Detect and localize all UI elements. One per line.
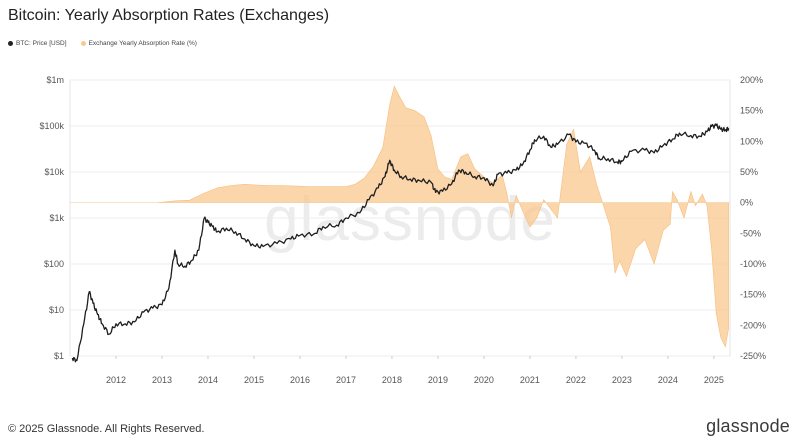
y-left-tick-label: $1 [54, 351, 64, 361]
x-tick-label: 2017 [336, 375, 356, 385]
x-tick-label: 2014 [198, 375, 218, 385]
absorption-rate-area [156, 85, 729, 348]
x-tick-label: 2012 [106, 375, 126, 385]
y-right-tick-label: -100% [740, 259, 766, 269]
brand-logo-text: glassnode [706, 416, 790, 436]
y-left-tick-label: $1k [49, 213, 64, 223]
x-tick-label: 2023 [612, 375, 632, 385]
x-tick-label: 2018 [382, 375, 402, 385]
y-right-tick-label: -200% [740, 320, 766, 330]
y-right-tick-label: 50% [740, 167, 758, 177]
x-tick-label: 2020 [474, 375, 494, 385]
copyright-text: © 2025 Glassnode. All Rights Reserved. [8, 423, 205, 435]
y-left-tick-label: $1m [46, 75, 64, 85]
y-left-tick-label: $10k [44, 167, 64, 177]
chart-title: Bitcoin: Yearly Absorption Rates (Exchan… [8, 7, 330, 24]
y-right-tick-label: 200% [740, 75, 763, 85]
y-left-tick-label: $100 [44, 259, 64, 269]
legend-item-price[interactable]: BTC: Price [USD] [8, 40, 67, 47]
y-right-tick-label: 100% [740, 136, 763, 146]
x-tick-label: 2016 [290, 375, 310, 385]
y-right-tick-label: 0% [740, 198, 753, 208]
legend-dot-absorption [80, 41, 86, 46]
x-tick-label: 2019 [428, 375, 448, 385]
legend-label-absorption: Exchange Yearly Absorption Rate (%) [88, 40, 197, 47]
legend-item-absorption[interactable]: Exchange Yearly Absorption Rate (%) [80, 40, 197, 47]
x-tick-label: 2021 [520, 375, 540, 385]
y-left-tick-label: $10 [49, 305, 64, 315]
x-tick-label: 2025 [704, 375, 724, 385]
x-tick-label: 2022 [566, 375, 586, 385]
y-right-tick-label: -50% [740, 228, 761, 238]
y-right-tick-label: 150% [740, 106, 763, 116]
legend-dot-price [8, 41, 13, 46]
x-tick-label: 2013 [152, 375, 172, 385]
chart-legend: BTC: Price [USD] Exchange Yearly Absorpt… [8, 40, 197, 47]
x-tick-label: 2015 [244, 375, 264, 385]
btc-price-line [71, 123, 730, 363]
legend-label-price: BTC: Price [USD] [16, 40, 67, 47]
y-right-tick-label: -250% [740, 351, 766, 361]
y-right-tick-label: -150% [740, 290, 766, 300]
x-tick-label: 2024 [658, 375, 678, 385]
y-left-tick-label: $100k [39, 121, 64, 131]
